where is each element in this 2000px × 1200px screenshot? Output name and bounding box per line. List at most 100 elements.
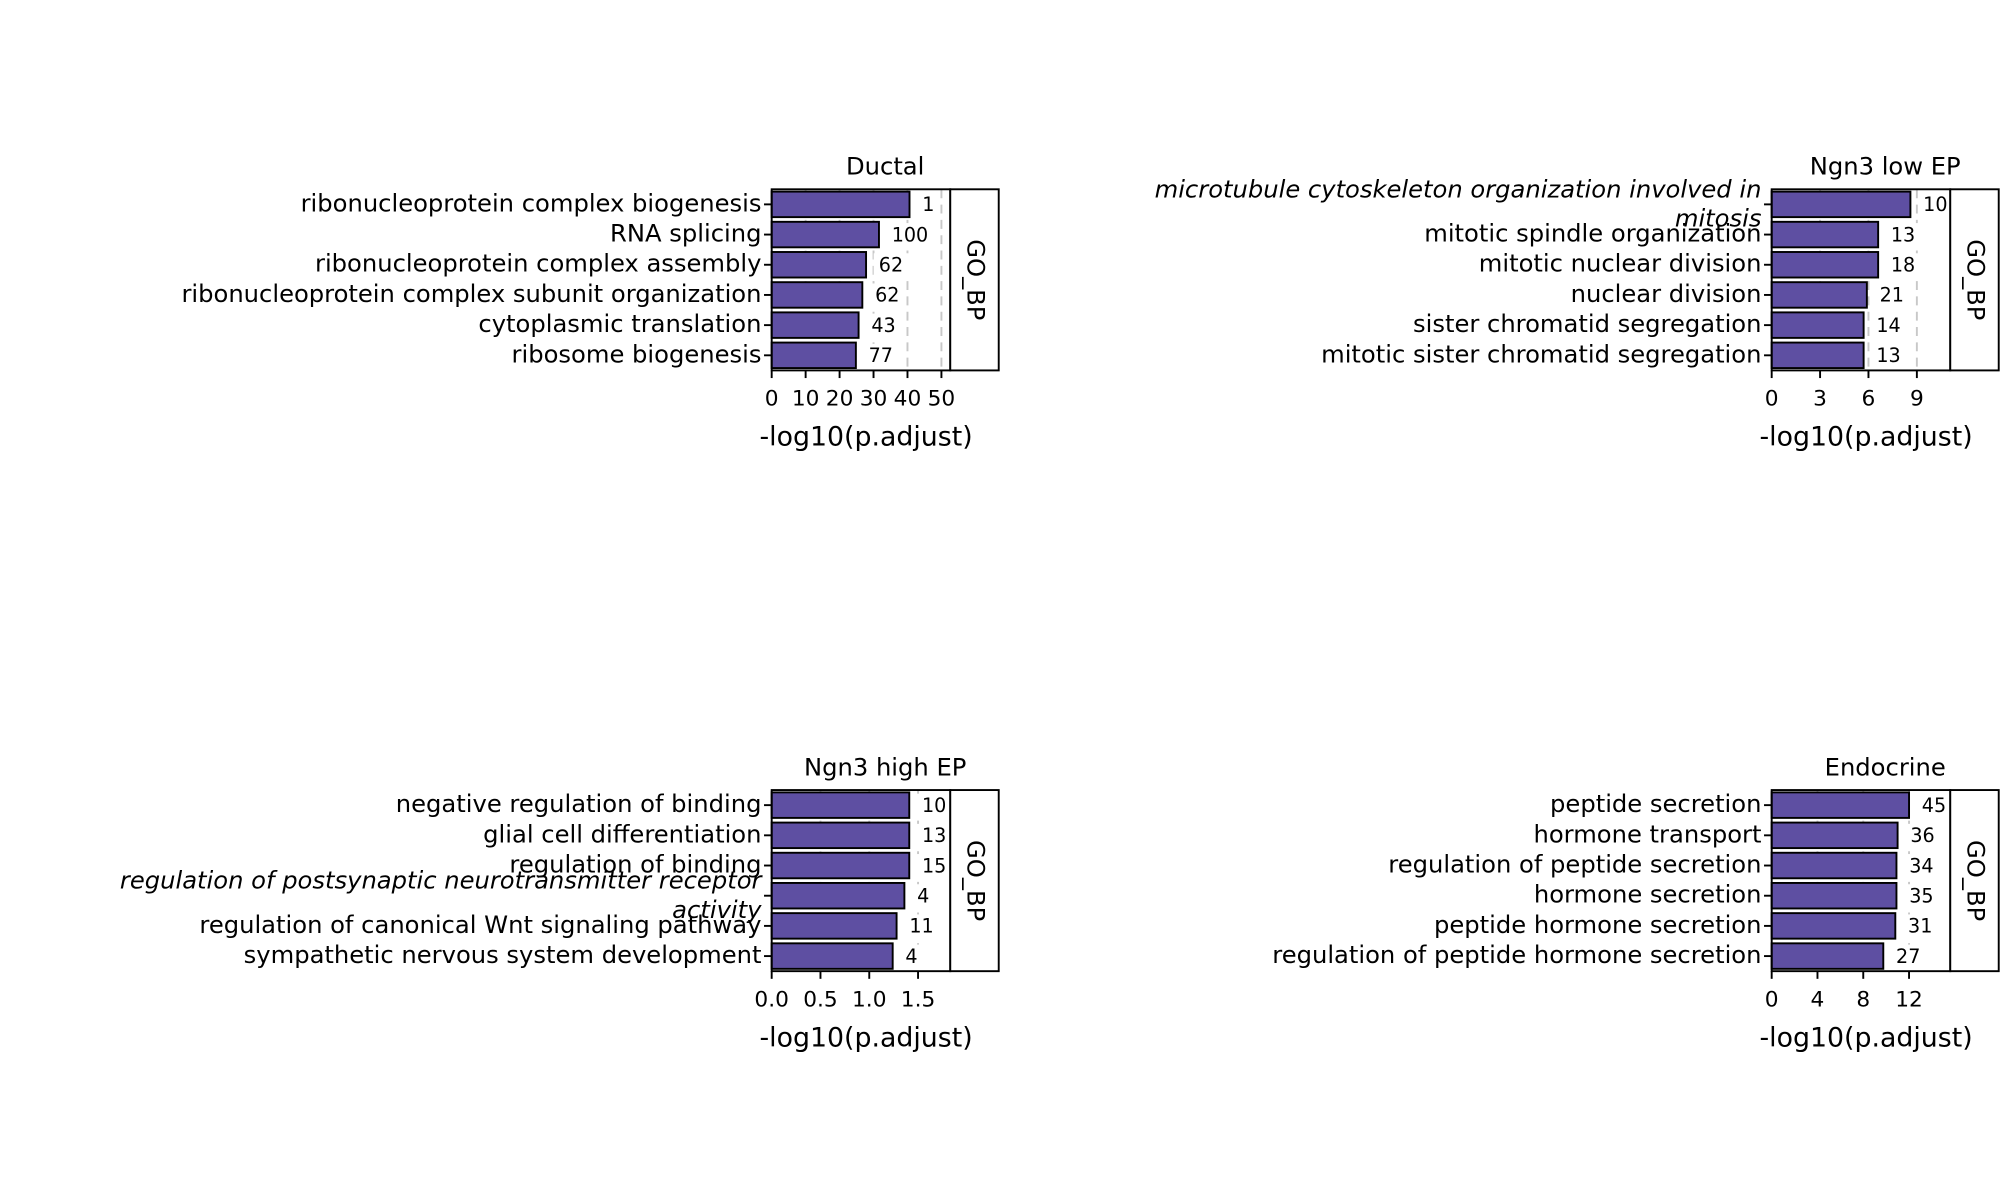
bar (1770, 220, 1880, 249)
x-tick-label: 12 (1895, 988, 1923, 1013)
x-tick-label: 50 (928, 387, 956, 412)
count-label-group: 43 (866, 313, 902, 337)
count-label: 35 (1909, 884, 1933, 907)
panel-title: Ngn3 low EP (1810, 153, 1961, 181)
count-label: 36 (1910, 824, 1934, 847)
bar (1770, 791, 1911, 819)
x-tick-label: 0.5 (803, 988, 837, 1013)
y-tick-label: nuclear division (1571, 280, 1762, 308)
x-axis-title: -log10(p.adjust) (760, 422, 973, 453)
count-label-group: 45 (1916, 793, 1951, 817)
count-label-group: 31 (1902, 914, 1939, 938)
strip-label: GO_BP (961, 840, 989, 921)
x-tick-label: 0 (1765, 387, 1779, 412)
y-tick-label: glial cell differentiation (483, 820, 761, 848)
count-label: 45 (1922, 794, 1946, 817)
bar (1770, 851, 1898, 880)
count-label-group: 11 (904, 914, 940, 938)
y-tick-label: RNA splicing (610, 220, 761, 248)
count-label: 31 (1908, 915, 1932, 938)
count-label-group: 13 (1885, 223, 1922, 246)
y-tick-label: mitotic nuclear division (1479, 250, 1762, 278)
x-tick-label: 0.0 (754, 988, 788, 1013)
panel-title: Endocrine (1825, 753, 1946, 781)
count-label: 77 (869, 344, 893, 367)
count-label-group: 100 (886, 223, 936, 246)
count-label-group: 62 (869, 283, 906, 307)
bar (770, 311, 860, 339)
strip (1949, 188, 2000, 372)
x-tick-label: 4 (1811, 988, 1825, 1013)
bar (770, 851, 911, 880)
count-label-bg (869, 283, 906, 307)
bar (770, 281, 864, 309)
count-label-group: 77 (863, 343, 900, 367)
y-tick-label: peptide secretion (1550, 790, 1761, 818)
y-tick-label: regulation of peptide secretion (1388, 851, 1761, 879)
x-tick-label: 30 (860, 387, 888, 412)
count-label: 62 (879, 254, 903, 277)
y-tick-label: ribonucleoprotein complex assembly (315, 250, 761, 278)
y-tick-label: ribosome biogenesis (512, 340, 762, 368)
bar (1770, 311, 1865, 339)
strip (1949, 789, 2000, 973)
count-label-group: 4 (912, 884, 936, 907)
count-label: 62 (875, 284, 899, 307)
strip-label: GO_BP (1961, 840, 1989, 921)
strip-label: GO_BP (1961, 239, 1989, 320)
y-tick-label: peptide hormone secretion (1434, 911, 1761, 939)
count-label-bg (1885, 253, 1922, 277)
y-tick-label: negative regulation of binding (396, 790, 762, 818)
x-tick-label: 8 (1856, 988, 1870, 1013)
count-label: 13 (922, 824, 946, 847)
count-label-group: 35 (1904, 884, 1940, 907)
strip-label: GO_BP (961, 239, 989, 320)
x-axis-title: -log10(p.adjust) (1760, 422, 1973, 453)
count-label-bg (916, 823, 951, 847)
count-label: 34 (1909, 854, 1933, 877)
count-label-group: 34 (1904, 854, 1940, 877)
count-label-bg (1871, 343, 1907, 367)
count-label-bg (1905, 823, 1941, 847)
count-label-bg (863, 343, 900, 367)
count-label: 43 (871, 314, 895, 337)
count-label: 10 (1923, 193, 1947, 216)
count-label: 11 (909, 915, 933, 938)
bar (1770, 341, 1865, 370)
bar (1770, 821, 1899, 850)
y-tick-label: ribonucleoprotein complex biogenesis (301, 189, 762, 217)
bar (770, 190, 911, 219)
x-axis-title: -log10(p.adjust) (1760, 1022, 1973, 1053)
count-label-group: 14 (1871, 313, 1907, 337)
x-tick-label: 9 (1910, 387, 1924, 412)
count-label: 4 (905, 945, 917, 968)
bar (770, 341, 857, 370)
bar (770, 220, 880, 249)
count-label-group: 18 (1885, 253, 1922, 277)
y-tick-label: hormone transport (1534, 820, 1762, 848)
count-label-bg (917, 192, 941, 216)
y-tick-label: regulation of binding (509, 851, 761, 879)
bar (1770, 881, 1898, 910)
count-label-group: 21 (1874, 283, 1911, 307)
count-label-group: 36 (1905, 823, 1941, 847)
count-label-bg (916, 854, 951, 877)
count-label-group: 10 (1918, 192, 1951, 216)
bar (1770, 251, 1880, 279)
count-label-bg (873, 253, 910, 277)
y-tick-label: cytoplasmic translation (478, 310, 761, 338)
x-axis-title: -log10(p.adjust) (760, 1022, 973, 1053)
count-label: 13 (1891, 223, 1915, 246)
count-label-bg (1902, 914, 1939, 938)
y-tick-label: microtubule cytoskeleton organization in… (1155, 175, 1762, 232)
bar (770, 942, 894, 970)
strip (949, 188, 1000, 372)
count-label-bg (1874, 283, 1911, 307)
bar (1770, 281, 1868, 309)
panel-title: Ductal (846, 153, 924, 181)
count-label-bg (866, 313, 902, 337)
bar (770, 251, 868, 279)
bar (1770, 942, 1885, 970)
count-label: 10 (922, 794, 946, 817)
